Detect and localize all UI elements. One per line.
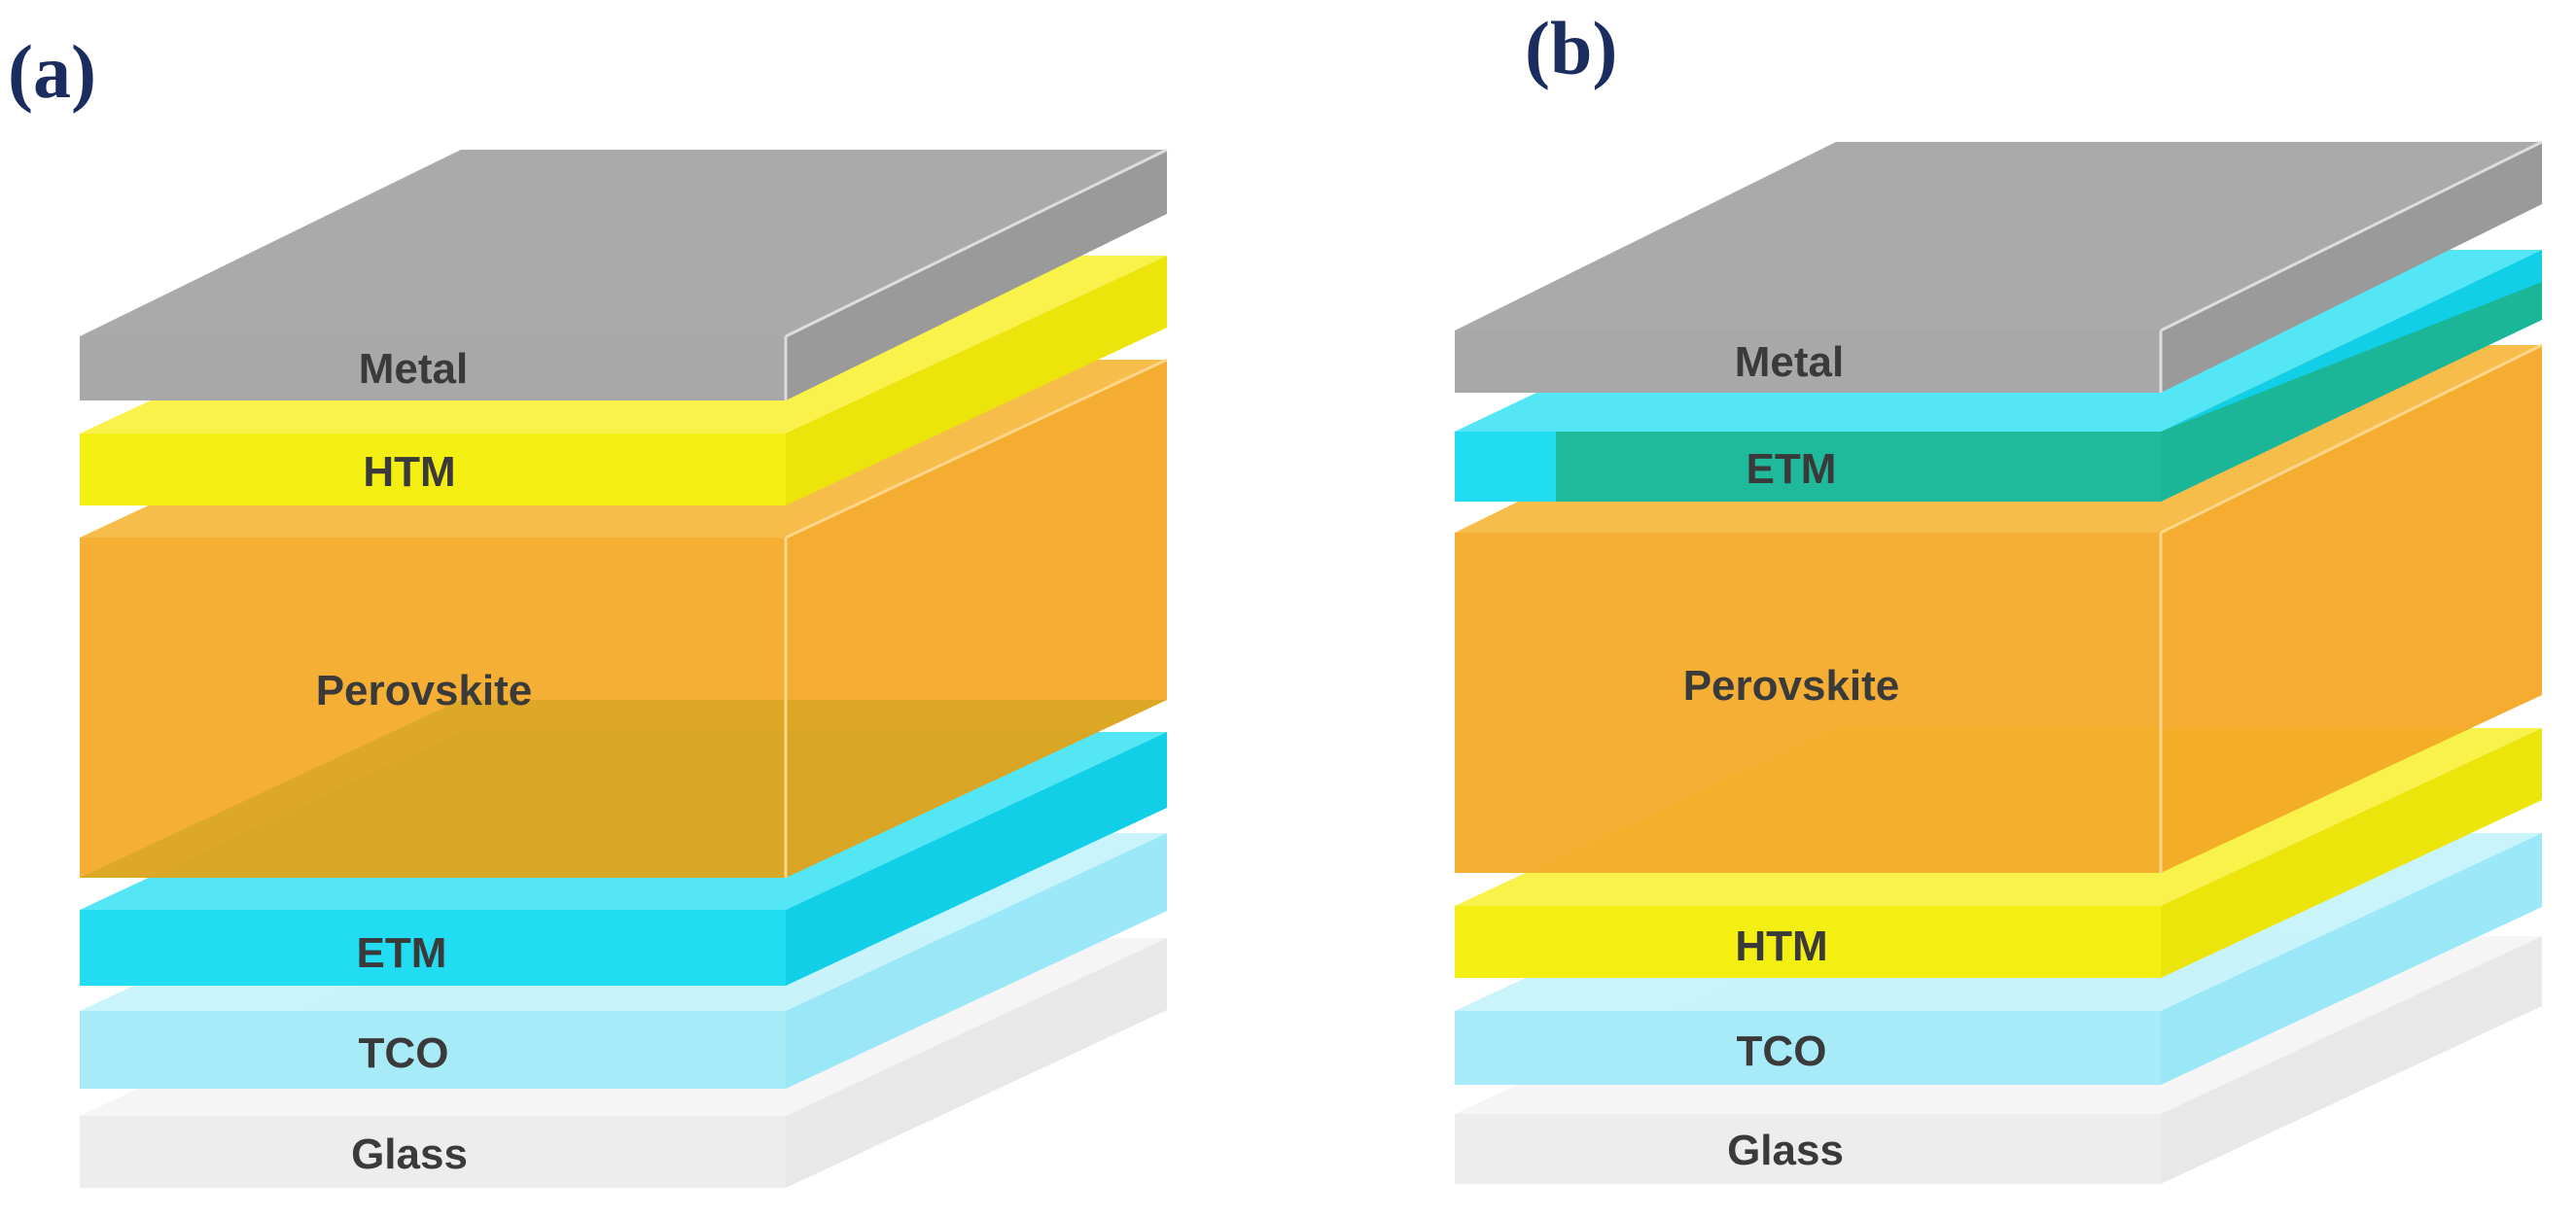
layer-label-tco-a: TCO	[359, 1029, 449, 1077]
layer-label-htm-b: HTM	[1735, 922, 1827, 970]
layer-label-perovskite-b: Perovskite	[1683, 662, 1900, 710]
layer-label-htm-a: HTM	[363, 448, 455, 496]
panel-b: (b) Glass TCO HTM P	[1455, 6, 2543, 1184]
layer-label-etm-a: ETM	[357, 929, 447, 977]
layer-label-metal-a: Metal	[359, 345, 468, 393]
panel-a: (a) Glass TCO ETM	[8, 29, 1168, 1188]
layer-metal-b: Metal	[1455, 140, 2543, 393]
layer-label-glass-a: Glass	[351, 1131, 468, 1178]
panel-label-b: (b)	[1525, 6, 1617, 90]
layer-label-etm-b: ETM	[1747, 445, 1837, 493]
layer-metal-a: Metal	[80, 148, 1168, 400]
panel-label-a: (a)	[8, 29, 96, 114]
layer-label-glass-b: Glass	[1727, 1127, 1844, 1174]
layer-label-metal-b: Metal	[1735, 338, 1844, 386]
layer-label-perovskite-a: Perovskite	[316, 667, 533, 714]
layer-label-tco-b: TCO	[1737, 1027, 1827, 1075]
